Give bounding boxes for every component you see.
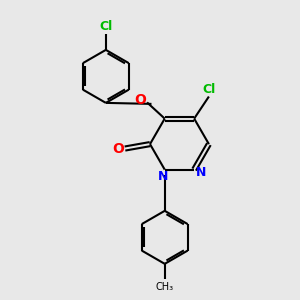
Text: Cl: Cl [202,83,215,96]
Text: N: N [196,166,206,179]
Text: N: N [158,169,168,183]
Text: CH₃: CH₃ [156,282,174,292]
Text: Cl: Cl [99,20,112,33]
Text: O: O [112,142,124,155]
Text: O: O [135,93,146,107]
